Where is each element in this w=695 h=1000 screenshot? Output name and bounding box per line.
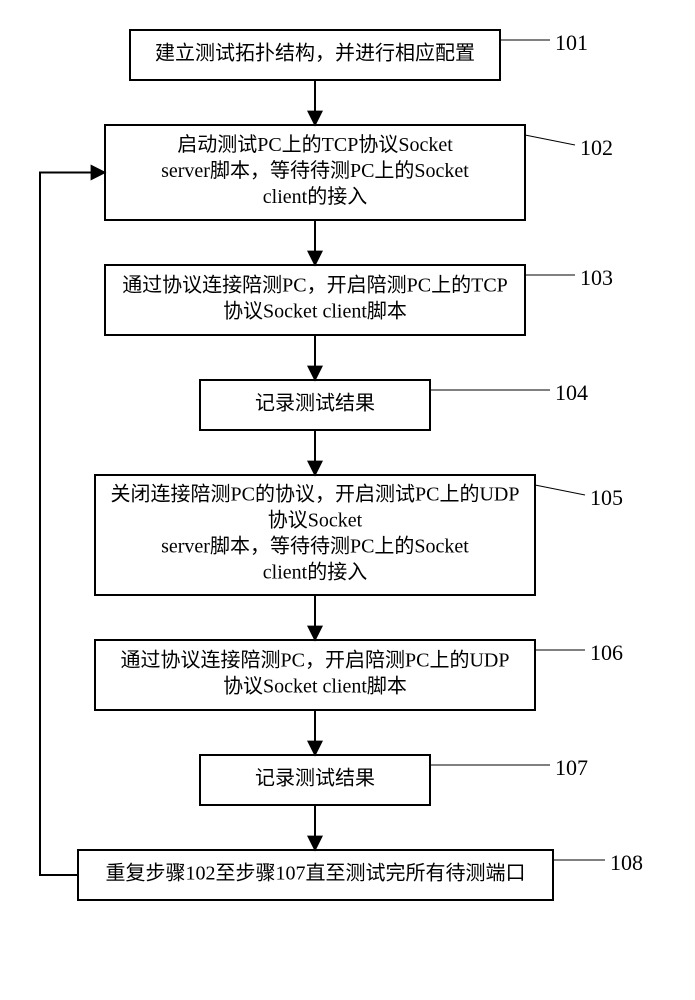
step-label: 108	[610, 850, 643, 875]
step-label: 107	[555, 755, 588, 780]
flow-node-text: 启动测试PC上的TCP协议Socket	[177, 133, 453, 156]
flow-node-text: 重复步骤102至步骤107直至测试完所有待测端口	[106, 862, 526, 885]
flow-node-text: 关闭连接陪测PC的协议，开启测试PC上的UDP	[111, 483, 520, 506]
step-label: 102	[580, 135, 613, 160]
flow-node-text: 协议Socket client脚本	[223, 300, 407, 323]
flow-node-text: client的接入	[263, 185, 367, 208]
flow-node-text: 协议Socket client脚本	[223, 675, 407, 698]
step-label: 105	[590, 485, 623, 510]
step-label: 101	[555, 30, 588, 55]
flow-node-text: server脚本，等待待测PC上的Socket	[161, 535, 469, 558]
flow-node-text: 协议Socket	[268, 509, 363, 532]
flow-node-text: 记录测试结果	[255, 392, 375, 415]
step-label: 103	[580, 265, 613, 290]
flow-node-text: 建立测试拓扑结构，并进行相应配置	[155, 42, 475, 65]
flow-node-text: 通过协议连接陪测PC，开启陪测PC上的TCP	[122, 274, 508, 297]
step-label: 104	[555, 380, 588, 405]
flow-node-text: client的接入	[263, 561, 367, 584]
flow-node-text: 记录测试结果	[255, 767, 375, 790]
flow-node-text: server脚本，等待待测PC上的Socket	[161, 159, 469, 182]
flow-node-text: 通过协议连接陪测PC，开启陪测PC上的UDP	[121, 649, 510, 672]
step-label: 106	[590, 640, 623, 665]
